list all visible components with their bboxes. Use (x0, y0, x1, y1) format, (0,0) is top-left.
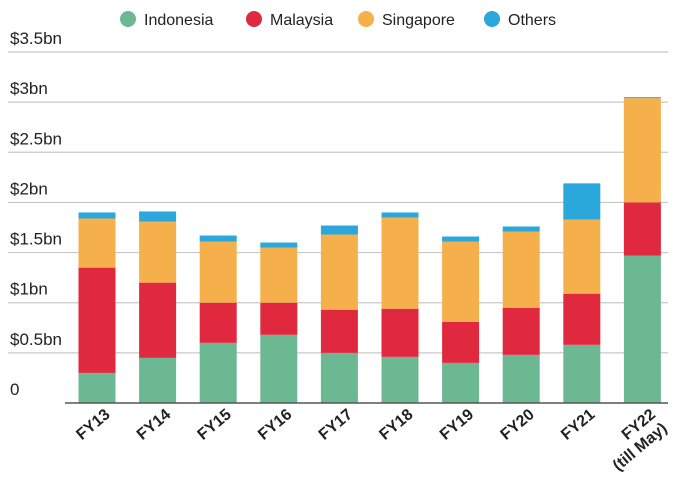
legend: Indonesia Malaysia Singapore Others (120, 11, 556, 29)
bar-stack (442, 236, 480, 403)
bar-segment-malaysia (199, 302, 237, 343)
bar-segment-indonesia (78, 372, 116, 403)
x-tick-line: FY20 (498, 406, 538, 444)
legend-item-singapore: Singapore (358, 11, 455, 29)
legend-label: Singapore (382, 12, 455, 29)
bars (78, 97, 661, 403)
bar-segment-others (623, 97, 661, 99)
bar-segment-indonesia (199, 342, 237, 403)
bar-segment-indonesia (381, 356, 419, 403)
bar-segment-malaysia (502, 307, 540, 355)
y-tick-label: $3.5bn (10, 29, 62, 48)
bar-stack (320, 225, 358, 403)
legend-label: Others (508, 12, 556, 29)
bar-stack (502, 226, 540, 403)
bar-segment-others (442, 236, 480, 242)
bar-segment-indonesia (139, 357, 177, 403)
x-tick-label: FY13 (73, 406, 113, 444)
y-tick-label: $2.5bn (10, 129, 62, 148)
x-tick-label: FY15 (195, 406, 235, 444)
x-tick-label: FY21 (558, 406, 598, 444)
bar-segment-others (320, 225, 358, 235)
bar-segment-indonesia (260, 334, 298, 403)
bar-segment-singapore (139, 221, 177, 283)
legend-item-malaysia: Malaysia (246, 11, 333, 29)
legend-label: Indonesia (144, 12, 213, 29)
bar-stack (78, 212, 116, 403)
bar-segment-others (139, 211, 177, 222)
bar-segment-others (78, 212, 116, 219)
bar-segment-singapore (78, 218, 116, 268)
bar-segment-malaysia (442, 321, 480, 363)
x-tick-line: FY16 (255, 406, 295, 444)
x-tick-label: FY17 (316, 406, 356, 444)
x-tick-line: FY13 (73, 406, 113, 444)
bar-stack (623, 97, 661, 403)
x-tick-label: FY18 (376, 406, 416, 444)
legend-swatch (484, 11, 500, 27)
y-tick-label: $1bn (10, 280, 48, 299)
x-tick-line: FY19 (437, 406, 477, 444)
x-axis-ticks: FY13 FY14 FY15 FY16 FY17 FY18 FY19 FY20 FY21 FY22… (73, 406, 670, 475)
bar-segment-indonesia (563, 344, 601, 403)
bar-stack (563, 183, 601, 403)
legend-swatch (358, 11, 374, 27)
bar-segment-malaysia (78, 267, 116, 373)
x-tick-line: FY17 (316, 406, 356, 444)
x-tick-label: FY14 (134, 406, 174, 444)
bar-segment-indonesia (623, 255, 661, 403)
x-tick-line: FY18 (376, 406, 416, 444)
bar-stack (199, 235, 237, 403)
bar-segment-malaysia (139, 282, 177, 358)
bar-segment-others (260, 242, 298, 248)
bar-segment-singapore (260, 247, 298, 303)
bar-segment-others (381, 212, 419, 218)
bar-segment-singapore (502, 231, 540, 308)
bar-segment-singapore (381, 217, 419, 309)
bar-segment-singapore (199, 241, 237, 303)
x-tick-label: FY22(till May) (598, 406, 670, 475)
bar-segment-others (199, 235, 237, 242)
bar-stack (260, 242, 298, 403)
bar-segment-malaysia (563, 293, 601, 345)
bar-segment-malaysia (260, 302, 298, 335)
x-tick-line: FY14 (134, 406, 174, 444)
x-tick-label: FY16 (255, 406, 295, 444)
y-axis-ticks: 0 $0.5bn $1bn $1.5bn $2bn $2.5bn $3bn $3.5bn (10, 29, 62, 399)
bar-segment-others (502, 226, 540, 232)
y-tick-label: $1.5bn (10, 230, 62, 249)
bar-segment-malaysia (623, 202, 661, 256)
bar-segment-singapore (320, 234, 358, 310)
bar-segment-malaysia (381, 308, 419, 357)
bar-segment-malaysia (320, 309, 358, 353)
y-tick-label: $0.5bn (10, 330, 62, 349)
legend-label: Malaysia (270, 12, 333, 29)
legend-item-indonesia: Indonesia (120, 11, 213, 29)
x-tick-label: FY20 (498, 406, 538, 444)
bar-segment-indonesia (442, 362, 480, 403)
bar-stack (381, 212, 419, 403)
x-tick-line: FY21 (558, 406, 598, 444)
x-tick-label: FY19 (437, 406, 477, 444)
bar-stack (139, 211, 177, 403)
y-tick-label: 0 (10, 380, 19, 399)
bar-segment-others (563, 183, 601, 220)
legend-swatch (120, 11, 136, 27)
y-tick-label: $2bn (10, 179, 48, 198)
y-tick-label: $3bn (10, 79, 48, 98)
bar-segment-indonesia (320, 352, 358, 403)
bar-segment-singapore (442, 241, 480, 322)
bar-segment-indonesia (502, 354, 540, 403)
bar-segment-singapore (623, 98, 661, 203)
legend-swatch (246, 11, 262, 27)
x-tick-line: FY15 (195, 406, 235, 444)
legend-item-others: Others (484, 11, 556, 29)
bar-segment-singapore (563, 219, 601, 294)
